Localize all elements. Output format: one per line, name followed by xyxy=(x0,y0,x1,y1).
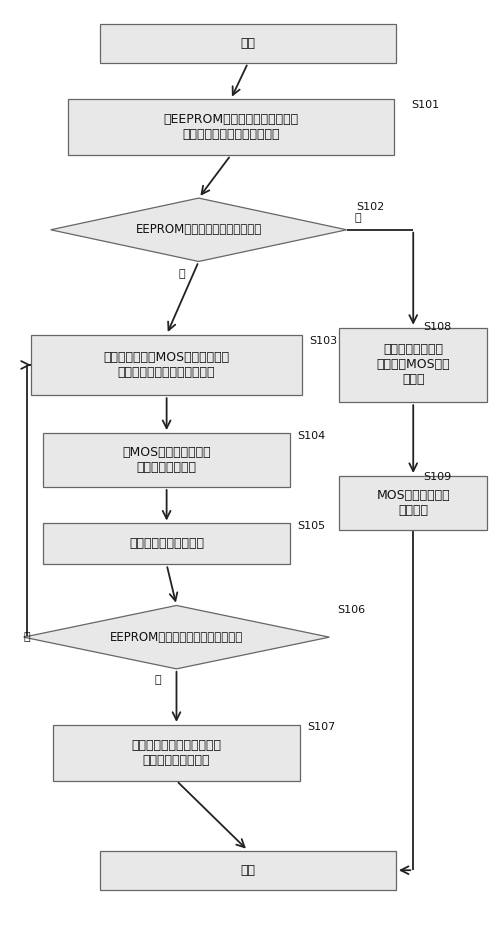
Text: 由MOS管开关阵列调整
基准源的基准电压: 由MOS管开关阵列调整 基准源的基准电压 xyxy=(123,446,211,474)
Text: 否: 否 xyxy=(23,632,30,642)
Text: S101: S101 xyxy=(411,100,439,110)
FancyBboxPatch shape xyxy=(339,327,487,402)
Text: S108: S108 xyxy=(423,323,451,332)
Text: 观察电荷泵的输出电压: 观察电荷泵的输出电压 xyxy=(129,538,204,551)
Text: S109: S109 xyxy=(423,472,451,482)
Text: EEPROM存储器是否在测试模式？: EEPROM存储器是否在测试模式？ xyxy=(135,223,262,237)
Text: 是: 是 xyxy=(155,675,162,685)
FancyBboxPatch shape xyxy=(31,335,302,396)
Text: 否: 否 xyxy=(354,213,361,223)
Text: 开始: 开始 xyxy=(241,36,255,50)
Text: S107: S107 xyxy=(307,722,335,732)
Polygon shape xyxy=(51,198,347,262)
FancyBboxPatch shape xyxy=(43,524,290,565)
Text: 向寄存器中输入MOS管开关阵列的
矩阵数据，并控制阵列的开关: 向寄存器中输入MOS管开关阵列的 矩阵数据，并控制阵列的开关 xyxy=(104,351,230,379)
Text: 根据修正专用区域
数据控制MOS管开
关阵列: 根据修正专用区域 数据控制MOS管开 关阵列 xyxy=(376,343,450,386)
Text: S104: S104 xyxy=(297,431,325,441)
Text: 在EEPROM存储器的存储区域专门
划出一部分作为修正专用区域: 在EEPROM存储器的存储区域专门 划出一部分作为修正专用区域 xyxy=(163,113,298,141)
Text: MOS管控制电荷泵
输出电压: MOS管控制电荷泵 输出电压 xyxy=(376,489,450,517)
FancyBboxPatch shape xyxy=(53,725,300,781)
FancyBboxPatch shape xyxy=(100,23,396,63)
Text: 将寄存器中的开关阵列数据
写入修正专用区域中: 将寄存器中的开关阵列数据 写入修正专用区域中 xyxy=(131,739,222,767)
Text: S102: S102 xyxy=(357,202,385,212)
Text: 是: 是 xyxy=(178,268,185,279)
Text: S106: S106 xyxy=(337,605,365,615)
FancyBboxPatch shape xyxy=(43,433,290,487)
FancyBboxPatch shape xyxy=(100,851,396,890)
Text: S105: S105 xyxy=(297,521,325,531)
Text: S103: S103 xyxy=(310,337,338,346)
FancyBboxPatch shape xyxy=(339,476,487,530)
FancyBboxPatch shape xyxy=(68,99,393,155)
Text: EEPROM存储器是否可以正常编程？: EEPROM存储器是否可以正常编程？ xyxy=(110,631,243,643)
Polygon shape xyxy=(24,606,329,669)
Text: 结束: 结束 xyxy=(241,864,255,877)
